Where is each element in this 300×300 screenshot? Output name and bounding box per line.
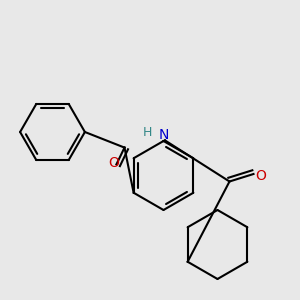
Text: H: H: [142, 126, 152, 140]
Text: O: O: [108, 156, 119, 170]
Text: O: O: [256, 169, 266, 182]
Text: N: N: [158, 128, 169, 142]
